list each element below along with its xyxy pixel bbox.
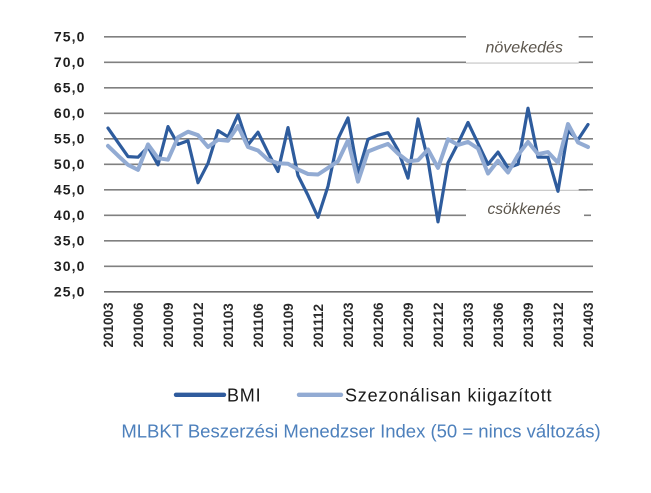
svg-text:201103: 201103 [221,303,236,348]
svg-text:201303: 201303 [461,302,476,348]
svg-text:70,0: 70,0 [54,54,86,70]
svg-text:65,0: 65,0 [54,80,86,96]
svg-text:201006: 201006 [131,302,146,348]
svg-text:BMI: BMI [227,386,261,406]
svg-text:Szezonálisan kiigazított: Szezonálisan kiigazított [345,386,552,406]
svg-text:35,0: 35,0 [54,233,86,249]
svg-text:50,0: 50,0 [54,156,86,172]
svg-text:csökkenés: csökkenés [488,201,561,218]
svg-text:55,0: 55,0 [54,131,86,147]
svg-text:30,0: 30,0 [54,258,86,274]
svg-text:25,0: 25,0 [54,284,86,300]
svg-text:201203: 201203 [341,302,356,348]
svg-text:201312: 201312 [551,302,566,347]
svg-text:201112: 201112 [311,304,326,348]
svg-text:75,0: 75,0 [54,29,86,45]
svg-text:201209: 201209 [401,302,416,347]
svg-text:40,0: 40,0 [54,207,86,223]
svg-text:201212: 201212 [431,302,446,347]
svg-text:45,0: 45,0 [54,182,86,198]
svg-text:201306: 201306 [491,302,506,348]
svg-text:201206: 201206 [371,302,386,348]
svg-text:201109: 201109 [281,303,296,347]
svg-text:60,0: 60,0 [54,105,86,121]
svg-text:201106: 201106 [251,303,266,348]
svg-text:201012: 201012 [191,302,206,347]
svg-text:201403: 201403 [581,302,596,348]
svg-text:növekedés: növekedés [486,40,563,57]
svg-text:MLBKT Beszerzési Menedzser Ind: MLBKT Beszerzési Menedzser Index (50 = n… [121,421,600,442]
svg-text:201309: 201309 [521,302,536,347]
svg-text:201009: 201009 [161,302,176,347]
svg-text:201003: 201003 [101,302,116,348]
